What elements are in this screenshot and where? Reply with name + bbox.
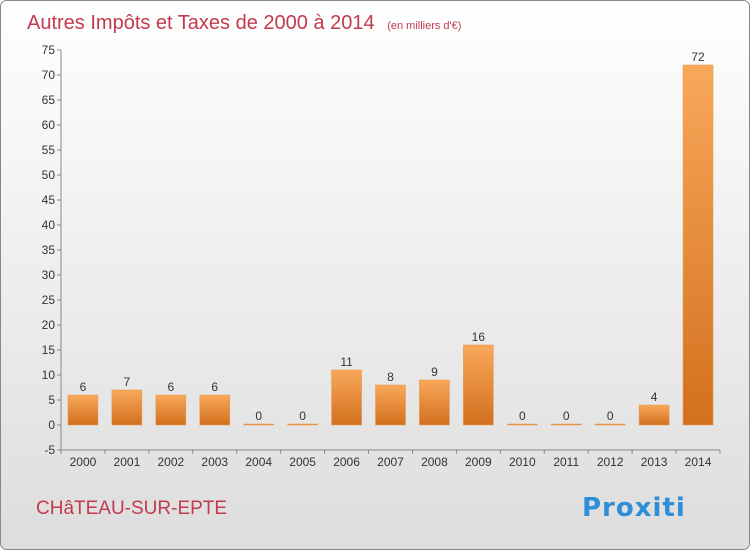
data-label: 0	[607, 409, 614, 423]
bar	[243, 423, 274, 426]
bar	[638, 404, 670, 426]
data-label: 0	[563, 409, 570, 423]
y-tick-label: 0	[48, 418, 55, 432]
x-tick-label: 2006	[333, 455, 360, 469]
x-tick-label: 2000	[70, 455, 97, 469]
data-label: 0	[519, 409, 526, 423]
x-tick-label: 2003	[201, 455, 228, 469]
y-tick-label: 25	[42, 293, 56, 307]
y-tick-label: 75	[42, 43, 56, 57]
data-label: 6	[80, 380, 87, 394]
y-tick-label: 60	[42, 118, 56, 132]
data-label: 16	[472, 330, 486, 344]
x-tick-label: 2012	[597, 455, 624, 469]
bar	[67, 394, 99, 426]
data-label: 8	[387, 370, 394, 384]
x-tick-label: 2011	[553, 455, 579, 469]
x-tick-label: 2009	[465, 455, 492, 469]
data-label: 7	[124, 375, 131, 389]
y-tick-label: 65	[42, 93, 56, 107]
y-tick-label: 30	[42, 268, 56, 282]
bar	[287, 423, 318, 426]
bar	[550, 423, 582, 426]
bar	[594, 423, 626, 426]
x-tick-label: 2007	[377, 455, 404, 469]
data-label: 0	[255, 409, 262, 423]
data-label: 6	[167, 380, 174, 394]
x-tick-label: 2014	[685, 455, 712, 469]
proxiti-logo: Proxiti	[582, 493, 686, 523]
bar	[199, 394, 231, 426]
chart-subtitle: (en milliers d'€)	[387, 20, 461, 32]
data-label: 72	[691, 50, 705, 64]
y-tick-label: -5	[44, 443, 55, 457]
x-tick-label: 2004	[245, 455, 272, 469]
data-label: 11	[340, 355, 353, 369]
y-tick-label: 15	[42, 343, 56, 357]
data-label: 0	[299, 409, 306, 423]
x-axis: 2000 2001 2002 2003 2004 2005 2006 2007 2008 2009…	[60, 449, 721, 469]
chart-title-main: Autres Impôts et Taxes de 2000 à 2014	[27, 12, 375, 34]
data-label: 6	[211, 380, 218, 394]
bar	[419, 379, 450, 426]
y-tick-label: 5	[48, 393, 55, 407]
y-tick-label: 40	[42, 218, 56, 232]
chart-title: Autres Impôts et Taxes de 2000 à 2014 (e…	[27, 12, 461, 34]
data-label: 4	[651, 390, 658, 404]
x-tick-label: 2001	[114, 455, 141, 469]
x-tick-label: 2005	[289, 455, 316, 469]
proxiti-logo-text: Proxiti	[582, 493, 686, 523]
data-label: 9	[431, 365, 438, 379]
y-tick-label: 35	[42, 243, 56, 257]
y-tick-label: 10	[42, 368, 56, 382]
y-tick-label: 45	[42, 193, 56, 207]
bar	[155, 394, 187, 426]
y-axis: -5 0 5 10 15 20 25 30 35 40 45 50 55 60 65 70 75	[42, 43, 62, 457]
y-tick-label: 50	[42, 168, 56, 182]
data-labels: 6 7 6 6 0 0 11 8 9 16 0 0 0 4 72	[80, 50, 705, 423]
x-tick-label: 2010	[509, 455, 536, 469]
bar	[375, 384, 406, 426]
bar	[507, 423, 538, 426]
y-tick-label: 70	[42, 68, 56, 82]
bars	[67, 64, 714, 426]
x-tick-label: 2002	[157, 455, 184, 469]
y-tick-label: 20	[42, 318, 56, 332]
bar	[111, 389, 143, 426]
bar	[331, 369, 362, 426]
x-tick-label: 2008	[421, 455, 448, 469]
y-tick-label: 55	[42, 143, 56, 157]
bar	[463, 344, 494, 426]
x-tick-label: 2013	[641, 455, 668, 469]
place-name: CHâTEAU-SUR-EPTE	[36, 498, 227, 519]
bar	[682, 64, 714, 426]
